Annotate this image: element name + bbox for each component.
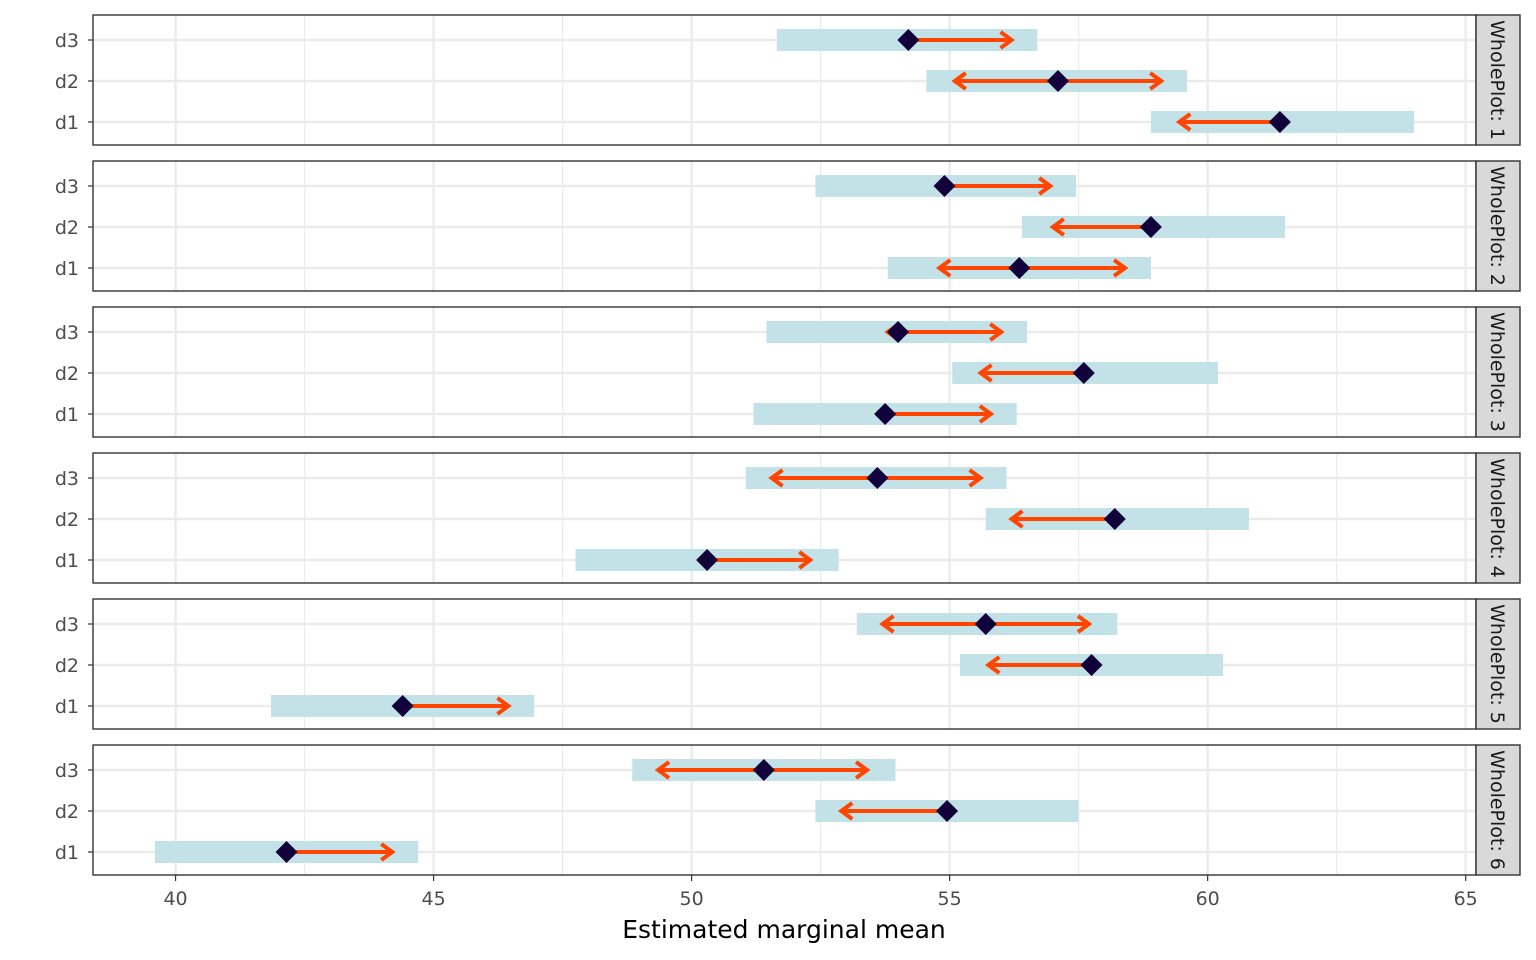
arrowhead-left (977, 363, 993, 383)
y-tick-label: d1 (55, 258, 79, 280)
facet-strip: WholePlot: 4 (1475, 452, 1521, 584)
emmean-point (974, 613, 997, 635)
arrowhead-right (496, 696, 512, 716)
arrowhead-left (654, 760, 671, 780)
emmean-point (897, 29, 920, 51)
arrowhead-right (380, 842, 396, 862)
arrowhead-left (1175, 112, 1192, 132)
arrowhead-left (984, 655, 1001, 675)
facet-strip-label: WholePlot: 1 (1486, 20, 1508, 140)
emmean-point (874, 403, 897, 425)
facet-strip-background (1475, 452, 1521, 584)
emmean-point (866, 467, 889, 489)
y-tick-label: d2 (55, 217, 79, 239)
facet-strip-background (1475, 14, 1521, 146)
facet-strip: WholePlot: 6 (1475, 744, 1521, 876)
x-tick-label: 55 (938, 888, 962, 910)
y-tick-label: d1 (55, 696, 79, 718)
y-tick-label: d2 (55, 655, 79, 677)
emmean-point (752, 759, 775, 781)
facet-strip-background (1475, 744, 1521, 876)
arrowhead-left (768, 468, 784, 488)
facet-panel: d3 d2 d1 WholePlot: 4 (55, 452, 1521, 584)
y-tick-label: d3 (55, 760, 79, 782)
arrowhead-right (1112, 258, 1129, 278)
emmean-point (1047, 70, 1070, 92)
arrowhead-left (1049, 217, 1066, 237)
arrowhead-left (935, 258, 952, 278)
emmean-point (1072, 362, 1095, 384)
y-tick-label: d3 (55, 468, 79, 490)
facet-strip-label: WholePlot: 3 (1486, 312, 1508, 432)
facet-strip: WholePlot: 5 (1475, 598, 1521, 730)
facet-panel: d3 d2 d1 WholePlot: 6 (55, 744, 1521, 876)
y-tick-label: d1 (55, 404, 79, 426)
arrowhead-right (1076, 614, 1093, 634)
facet-strip-label: WholePlot: 6 (1486, 750, 1508, 870)
emmean-point (1008, 257, 1031, 279)
x-tick-label: 45 (421, 888, 445, 910)
y-tick-label: d2 (55, 363, 79, 385)
facet-strip-background (1475, 160, 1521, 292)
facet-strip-background (1475, 598, 1521, 730)
y-tick-label: d2 (55, 71, 79, 93)
facet-panels: d3 d2 d1 WholePlot: 1 d3 d2 d1 WholePlot: 2 d3 d2… (55, 14, 1521, 876)
arrowhead-right (854, 760, 871, 780)
x-tick-label: 60 (1196, 888, 1220, 910)
arrowhead-left (951, 71, 967, 91)
arrowhead-left (837, 801, 854, 821)
y-tick-label: d3 (55, 614, 79, 636)
y-tick-label: d2 (55, 801, 79, 823)
facet-strip: WholePlot: 2 (1475, 160, 1521, 292)
facet-strip-background (1475, 306, 1521, 438)
arrowhead-right (978, 404, 995, 424)
x-axis: 40 45 50 55 60 65 (163, 875, 1478, 910)
emmean-point (1080, 654, 1103, 676)
arrowhead-right (999, 30, 1015, 50)
facet-panel: d3 d2 d1 WholePlot: 3 (55, 306, 1521, 438)
facet-panel: d3 d2 d1 WholePlot: 2 (55, 160, 1521, 292)
arrowhead-right (1149, 71, 1165, 91)
y-tick-label: d3 (55, 176, 79, 198)
emmean-point (696, 549, 719, 571)
emmean-point (1103, 508, 1126, 530)
emmean-point (887, 321, 910, 343)
x-tick-label: 40 (163, 888, 187, 910)
x-axis-title: Estimated marginal mean (622, 915, 946, 944)
y-tick-label: d1 (55, 842, 79, 864)
arrowhead-left (1008, 509, 1024, 529)
x-tick-label: 50 (680, 888, 704, 910)
y-tick-label: d1 (55, 112, 79, 134)
emmean-point (275, 841, 298, 863)
x-tick-label: 65 (1454, 888, 1478, 910)
facet-strip-label: WholePlot: 2 (1486, 166, 1508, 286)
arrowhead-right (1038, 176, 1054, 196)
facet-strip: WholePlot: 1 (1475, 14, 1521, 146)
facet-panel: d3 d2 d1 WholePlot: 5 (55, 598, 1521, 730)
facet-strip-label: WholePlot: 4 (1486, 458, 1508, 578)
arrowhead-right (798, 550, 814, 570)
facet-panel: d3 d2 d1 WholePlot: 1 (55, 14, 1521, 146)
facet-strip-label: WholePlot: 5 (1486, 604, 1508, 724)
emmean-point (933, 175, 956, 197)
y-tick-label: d3 (55, 322, 79, 344)
arrowhead-right (968, 468, 984, 488)
emmean-point (936, 800, 959, 822)
emmean-point (1139, 216, 1162, 238)
y-tick-label: d3 (55, 30, 79, 52)
facet-strip: WholePlot: 3 (1475, 306, 1521, 438)
y-tick-label: d2 (55, 509, 79, 531)
arrowhead-right (989, 322, 1005, 342)
arrowhead-left (879, 614, 895, 634)
emmean-point (391, 695, 414, 717)
y-tick-label: d1 (55, 550, 79, 572)
emmean-point (1268, 111, 1291, 133)
